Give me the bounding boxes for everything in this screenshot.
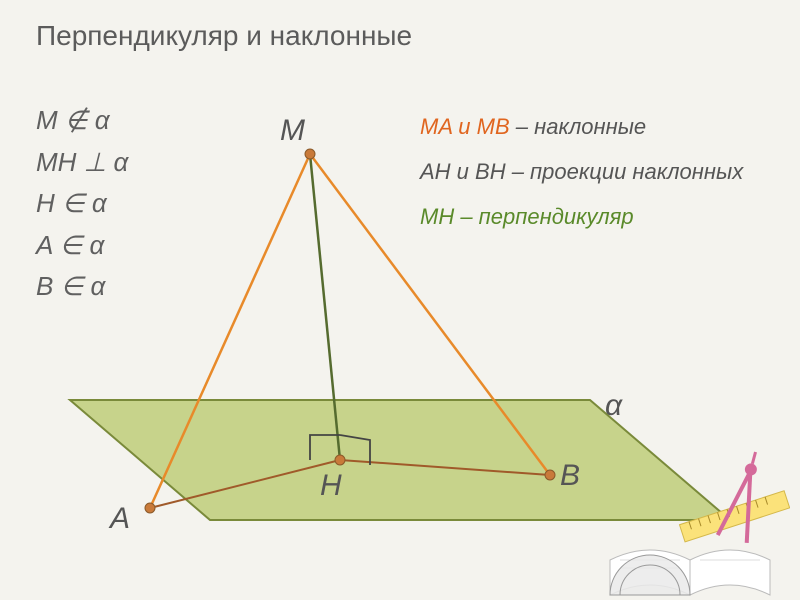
point-H	[335, 455, 345, 465]
label-A: A	[108, 502, 130, 535]
decorative-tools-icon	[590, 440, 790, 600]
label-M: M	[280, 114, 305, 147]
label-B: B	[560, 459, 580, 492]
point-A	[145, 503, 155, 513]
label-alpha: α	[605, 389, 623, 422]
point-B	[545, 470, 555, 480]
label-H: H	[320, 469, 342, 502]
point-M	[305, 149, 315, 159]
slide-title: Перпендикуляр и наклонные	[36, 20, 412, 52]
